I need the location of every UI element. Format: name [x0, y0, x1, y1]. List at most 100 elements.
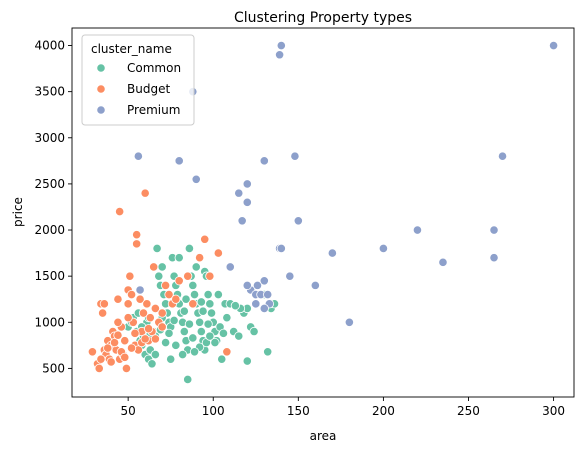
point-budget-18 — [120, 336, 130, 346]
point-budget-69 — [140, 334, 150, 344]
point-premium-15 — [263, 290, 273, 300]
point-budget-68 — [96, 354, 106, 364]
plot-border — [71, 27, 575, 398]
point-common-94 — [196, 297, 206, 307]
point-budget-31 — [138, 308, 149, 318]
point-budget-45 — [174, 276, 184, 286]
point-common-57 — [217, 354, 227, 364]
legend-label-premium: Premium — [127, 103, 180, 117]
y-tick-label-3: 2000 — [34, 223, 65, 237]
y-tick-label-7: 4000 — [34, 39, 65, 53]
point-common-37 — [184, 243, 195, 254]
point-premium-11 — [252, 280, 263, 290]
legend-marker-budget — [96, 84, 106, 94]
x-tick-label-5: 300 — [542, 404, 565, 418]
x-tick-label-2: 150 — [287, 404, 310, 418]
point-premium-17 — [275, 50, 285, 60]
point-premium-26 — [344, 317, 354, 327]
x-axis: 50 100 150 200 250 300 — [121, 397, 565, 418]
point-premium-32 — [497, 151, 508, 161]
point-budget-41 — [160, 280, 171, 290]
point-common-50 — [203, 290, 213, 300]
point-common-79 — [178, 349, 188, 360]
point-premium-24 — [310, 280, 320, 290]
point-premium-20 — [276, 243, 286, 254]
y-axis: 500 1000 1500 2000 2500 3000 3500 4000 — [34, 39, 72, 375]
point-common-92 — [179, 306, 189, 316]
point-common-69 — [263, 347, 273, 357]
point-budget-64 — [113, 317, 123, 327]
point-premium-22 — [290, 151, 300, 161]
point-common-82 — [188, 333, 198, 343]
point-premium-2 — [174, 156, 184, 166]
point-budget-62 — [157, 322, 167, 332]
legend-label-budget: Budget — [127, 82, 170, 96]
point-budget-60 — [143, 324, 154, 334]
point-budget-63 — [106, 357, 116, 367]
point-premium-28 — [412, 225, 423, 235]
point-premium-21 — [285, 271, 295, 281]
legend-title: cluster_name — [91, 42, 172, 56]
point-budget-35 — [145, 313, 155, 323]
point-common-99 — [230, 301, 240, 311]
point-common-30 — [174, 253, 184, 263]
y-tick-label-2: 1500 — [34, 269, 65, 283]
point-premium-23 — [293, 216, 303, 226]
point-premium-8 — [242, 197, 252, 207]
point-common-76 — [160, 337, 171, 348]
point-budget-27 — [132, 239, 142, 249]
point-budget-57 — [126, 343, 137, 353]
chart-title: Clustering Property types — [234, 10, 412, 26]
point-premium-14 — [259, 276, 269, 286]
x-tick-label-0: 50 — [121, 404, 136, 418]
legend-marker-common — [96, 63, 106, 73]
point-budget-49 — [200, 234, 210, 244]
point-budget-38 — [150, 303, 160, 314]
point-premium-30 — [489, 225, 499, 235]
point-common-64 — [242, 356, 252, 366]
point-budget-32 — [140, 188, 150, 198]
point-budget-23 — [126, 290, 137, 300]
point-common-45 — [196, 326, 206, 337]
point-common-16 — [154, 271, 164, 281]
legend: cluster_name Common Budget Premium — [81, 34, 195, 126]
point-common-12 — [147, 359, 157, 369]
point-common-14 — [150, 349, 160, 360]
point-budget-13 — [113, 294, 123, 304]
points-layer — [87, 40, 559, 385]
point-premium-13 — [259, 156, 269, 166]
point-premium-25 — [327, 248, 337, 258]
point-budget-54 — [109, 337, 120, 348]
point-premium-18 — [276, 40, 286, 51]
point-common-42 — [191, 262, 201, 272]
point-premium-31 — [489, 253, 499, 263]
point-premium-33 — [548, 40, 559, 51]
point-premium-1 — [135, 285, 145, 295]
y-tick-label-6: 3500 — [34, 85, 65, 99]
point-budget-65 — [123, 313, 133, 323]
point-common-52 — [206, 308, 217, 318]
point-common-91 — [169, 315, 179, 326]
point-budget-0 — [87, 347, 98, 357]
point-budget-48 — [195, 253, 205, 263]
y-tick-label-4: 2500 — [34, 177, 65, 191]
point-budget-50 — [205, 271, 215, 281]
x-tick-label-3: 200 — [372, 404, 395, 418]
point-common-77 — [164, 328, 174, 338]
point-premium-5 — [234, 188, 244, 198]
point-budget-26 — [132, 230, 142, 240]
point-common-33 — [179, 326, 189, 337]
y-tick-label-0: 500 — [42, 361, 65, 375]
point-premium-35 — [242, 280, 252, 290]
x-tick-label-4: 250 — [457, 404, 480, 418]
point-budget-51 — [213, 248, 223, 258]
point-common-40 — [189, 290, 200, 300]
point-common-96 — [210, 337, 220, 348]
point-common-15 — [152, 243, 162, 254]
point-common-66 — [249, 326, 259, 337]
point-common-95 — [203, 319, 213, 329]
point-premium-7 — [242, 179, 252, 189]
point-budget-46 — [183, 271, 193, 281]
point-common-93 — [189, 347, 200, 357]
